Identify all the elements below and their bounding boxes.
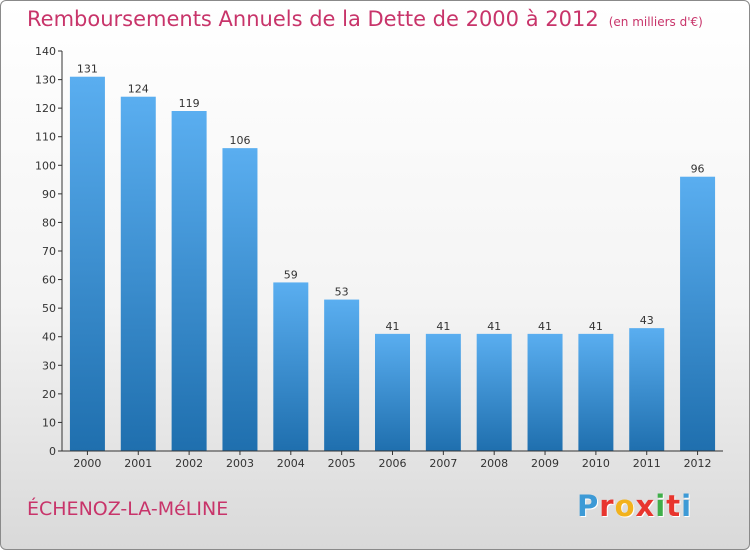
x-tick-label: 2007 [429, 457, 457, 470]
logo-letter: r [599, 489, 615, 523]
y-tick-label: 50 [42, 302, 56, 315]
y-tick-label: 80 [42, 216, 56, 229]
y-tick-label: 120 [35, 102, 56, 115]
logo-letter: x [635, 489, 656, 523]
y-tick-label: 130 [35, 74, 56, 87]
x-tick-label: 2004 [277, 457, 305, 470]
value-label: 96 [691, 163, 705, 176]
bar-2000 [69, 76, 105, 451]
x-axis: 2000 2001 2002 2003 2004 2005 2006 2007 2008 2009… [62, 450, 723, 470]
bar-2001 [120, 96, 156, 451]
bar-2005 [324, 299, 360, 451]
y-tick-label: 30 [42, 359, 56, 372]
y-tick-label: 0 [49, 445, 56, 458]
bar-2004 [273, 282, 309, 451]
x-tick-label: 2010 [582, 457, 610, 470]
logo-letter: i [655, 489, 667, 523]
value-label: 124 [128, 83, 149, 96]
y-tick-label: 140 [35, 45, 56, 58]
bar-2003 [222, 148, 258, 451]
y-tick-label: 60 [42, 274, 56, 287]
chart-title: Remboursements Annuels de la Dette de 20… [27, 7, 703, 31]
value-label: 53 [335, 286, 349, 299]
x-tick-label: 2003 [226, 457, 254, 470]
bar-2006 [375, 333, 410, 451]
x-tick-label: 2005 [328, 457, 356, 470]
place-name: ÉCHENOZ-LA-MéLINE [27, 498, 229, 520]
x-tick-label: 2011 [633, 457, 661, 470]
bar-2008 [476, 333, 512, 451]
x-tick-label: 2006 [379, 457, 407, 470]
y-tick-label: 20 [42, 388, 56, 401]
bars: 131 124 119 106 59 53 41 41 41 41 41 43 96 [69, 63, 716, 451]
bar-2009 [527, 333, 563, 451]
y-tick-label: 40 [42, 331, 56, 344]
value-label: 41 [436, 320, 450, 333]
bar-2012 [680, 176, 716, 451]
value-label: 41 [386, 320, 400, 333]
chart-subtitle: (en milliers d'€) [608, 15, 703, 29]
bar-2011 [629, 328, 665, 451]
x-tick-label: 2009 [531, 457, 559, 470]
y-tick-label: 100 [35, 159, 56, 172]
value-label: 43 [640, 314, 654, 327]
proxiti-logo: Proxiti [577, 489, 692, 523]
logo-letter: t [666, 489, 682, 523]
value-label: 119 [179, 97, 200, 110]
bar-2010 [578, 333, 614, 451]
value-label: 59 [284, 268, 298, 281]
x-tick-label: 2001 [124, 457, 152, 470]
x-tick-label: 2012 [684, 457, 712, 470]
x-tick-label: 2000 [73, 457, 101, 470]
x-tick-label: 2002 [175, 457, 203, 470]
value-label: 41 [538, 320, 552, 333]
value-label: 106 [229, 134, 250, 147]
y-tick-label: 10 [42, 416, 56, 429]
logo-letter: P [577, 489, 600, 523]
x-tick-label: 2008 [480, 457, 508, 470]
y-tick-label: 70 [42, 245, 56, 258]
logo-letter: o [614, 489, 636, 523]
y-axis: 0 10 20 30 40 50 60 70 80 90 100 110 120 130 140 [35, 45, 63, 458]
logo-letter: i [681, 489, 693, 523]
value-label: 41 [487, 320, 501, 333]
chart-title-text: Remboursements Annuels de la Dette de 20… [27, 7, 599, 31]
bar-2002 [171, 111, 207, 451]
y-tick-label: 110 [35, 131, 56, 144]
bar-2007 [425, 333, 461, 451]
y-tick-label: 90 [42, 188, 56, 201]
value-label: 41 [589, 320, 603, 333]
value-label: 131 [77, 63, 98, 76]
